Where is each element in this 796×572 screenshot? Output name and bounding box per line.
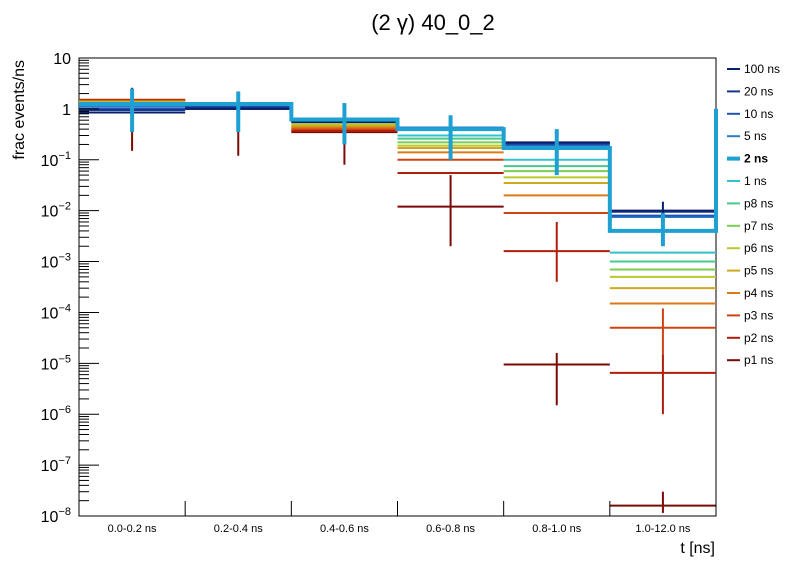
legend-label: 2 ns xyxy=(744,152,768,166)
legend-label: 10 ns xyxy=(744,107,773,121)
legend-entry: p7 ns xyxy=(727,219,773,233)
y-tick-label: 1 xyxy=(62,102,71,119)
y-tick-label: 10−1 xyxy=(41,150,71,170)
legend-entry: 1 ns xyxy=(727,174,767,188)
legend-label: p3 ns xyxy=(744,308,773,322)
legend-entry: p3 ns xyxy=(727,308,773,322)
legend-entry: p6 ns xyxy=(727,241,773,255)
x-axis-label: t [ns] xyxy=(680,540,715,557)
x-tick-label: 1.0-12.0 ns xyxy=(635,523,691,535)
legend-label: 5 ns xyxy=(744,129,767,143)
legend-entry: 100 ns xyxy=(727,62,780,76)
legend-label: p1 ns xyxy=(744,353,773,367)
legend-label: p8 ns xyxy=(744,196,773,210)
legend-entry: 2 ns xyxy=(727,152,768,166)
y-tick-label: 10−5 xyxy=(41,353,71,373)
y-tick-label: 10−6 xyxy=(41,404,71,424)
y-tick-label: 10−8 xyxy=(41,506,71,526)
legend-entry: 20 ns xyxy=(727,84,773,98)
legend-entry: 10 ns xyxy=(727,107,773,121)
legend-label: 100 ns xyxy=(744,62,780,76)
legend-label: p4 ns xyxy=(744,286,773,300)
legend-label: 20 ns xyxy=(744,84,773,98)
series-2-ns xyxy=(79,88,718,247)
chart-title: (2 γ) 40_0_2 xyxy=(371,10,495,35)
x-tick-label: 0.4-0.6 ns xyxy=(320,523,369,535)
legend-entry: p1 ns xyxy=(727,353,773,367)
legend-label: p7 ns xyxy=(744,219,773,233)
x-tick-label: 0.6-0.8 ns xyxy=(426,523,475,535)
y-tick-label: 10−3 xyxy=(41,252,71,272)
y-axis-label: frac events/ns xyxy=(11,60,28,160)
axes-layer: 10−8 10−7 10−6 10−5 10−4 10−3 10−2 10−1 1 10 0.0-0… xyxy=(41,51,717,535)
legend-label: 1 ns xyxy=(744,174,767,188)
x-tick-label: 0.2-0.4 ns xyxy=(214,523,263,535)
y-tick-label: 10−2 xyxy=(41,201,71,221)
x-tick-label: 0.8-1.0 ns xyxy=(532,523,581,535)
legend-entry: 5 ns xyxy=(727,129,767,143)
legend-entry: p5 ns xyxy=(727,264,773,278)
legend-label: p2 ns xyxy=(744,331,773,345)
y-tick-label: 10 xyxy=(53,51,71,68)
x-tick-label: 0.0-0.2 ns xyxy=(108,523,157,535)
legend: 100 ns 20 ns 10 ns 5 ns 2 ns 1 ns p8 ns p7 ns p6… xyxy=(727,62,780,367)
legend-entry: p8 ns xyxy=(727,196,773,210)
legend-entry: p2 ns xyxy=(727,331,773,345)
legend-label: p5 ns xyxy=(744,264,773,278)
legend-label: p6 ns xyxy=(744,241,773,255)
y-tick-label: 10−7 xyxy=(41,455,71,475)
legend-entry: p4 ns xyxy=(727,286,773,300)
y-tick-label: 10−4 xyxy=(41,302,71,322)
series-layer xyxy=(79,87,718,513)
series-100-ns xyxy=(79,93,716,231)
